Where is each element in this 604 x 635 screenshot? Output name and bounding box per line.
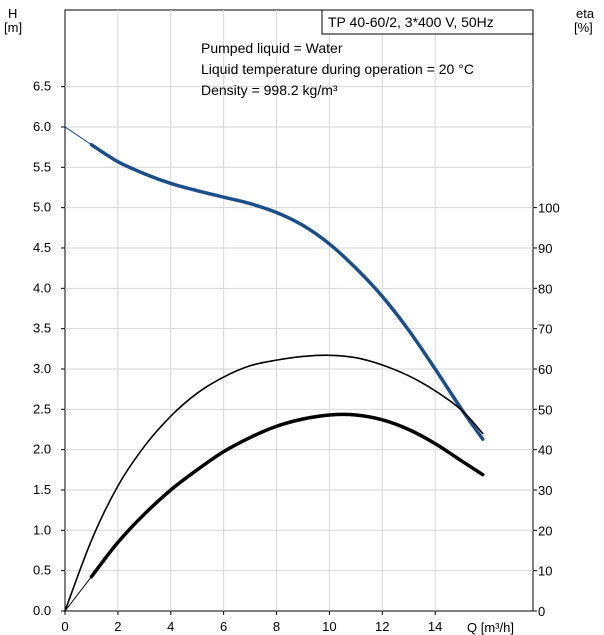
left-axis-ticks: 0.0 0.5 1.0 1.5 2.0 2.5 3.0 3.5 4.0 4.5 5.0 5.5 6.0 6… — [33, 79, 65, 618]
y-right-tick-label: 90 — [538, 241, 552, 256]
y-right-tick-label: 100 — [538, 201, 560, 216]
y-left-tick-label: 2.5 — [33, 401, 51, 416]
annotation-density: Density = 998.2 kg/m³ — [201, 82, 338, 98]
y-left-tick-label: 3.0 — [33, 361, 51, 376]
x-tick-label: 12 — [375, 619, 389, 634]
y-right-tick-label: 30 — [538, 483, 552, 498]
x-tick-label: 2 — [114, 619, 121, 634]
efficiency-curve-total — [89, 412, 485, 579]
y-right-tick-label: 0 — [538, 604, 545, 619]
x-tick-label: 0 — [61, 619, 68, 634]
y-right-title-line1: eta — [576, 6, 595, 21]
y-right-tick-label: 40 — [538, 443, 552, 458]
y-left-title-line2: [m] — [4, 20, 22, 35]
y-left-tick-label: 3.5 — [33, 321, 51, 336]
curves — [64, 126, 485, 612]
y-left-tick-label: 6.0 — [33, 119, 51, 134]
y-left-title-line1: H — [8, 6, 17, 21]
x-tick-label: 6 — [220, 619, 227, 634]
x-tick-label: 4 — [167, 619, 174, 634]
efficiency-curve-total-leadin — [64, 576, 92, 612]
x-tick-label: 10 — [322, 619, 336, 634]
y-left-tick-label: 0.0 — [33, 603, 51, 618]
y-left-tick-label: 4.5 — [33, 240, 51, 255]
x-tick-label: 8 — [273, 619, 280, 634]
efficiency-curve-pump — [64, 354, 484, 612]
y-right-tick-label: 20 — [538, 523, 552, 538]
y-left-tick-label: 6.5 — [33, 79, 51, 94]
x-axis-title: Q [m³/h] — [467, 620, 514, 635]
y-left-tick-label: 5.5 — [33, 159, 51, 174]
y-right-tick-label: 70 — [538, 322, 552, 337]
right-axis-ticks: 0 10 20 30 40 50 60 70 80 90 100 — [533, 201, 560, 619]
y-left-tick-label: 0.5 — [33, 563, 51, 578]
y-left-tick-label: 5.0 — [33, 200, 51, 215]
grid-lines — [65, 10, 533, 611]
y-right-tick-label: 80 — [538, 281, 552, 296]
y-left-tick-label: 1.5 — [33, 482, 51, 497]
y-left-tick-label: 2.0 — [33, 442, 51, 457]
y-right-tick-label: 60 — [538, 362, 552, 377]
chart-title-box — [321, 9, 534, 35]
x-axis-ticks: 0 2 4 6 8 10 12 14 — [61, 611, 442, 634]
y-right-tick-label: 10 — [538, 564, 552, 579]
annotation-liquid: Pumped liquid = Water — [201, 40, 343, 56]
y-left-tick-label: 4.0 — [33, 280, 51, 295]
head-curve-leadin — [64, 126, 92, 146]
head-curve — [89, 142, 485, 441]
x-tick-label: 14 — [428, 619, 442, 634]
annotation-temperature: Liquid temperature during operation = 20… — [201, 61, 474, 77]
plot-frame — [64, 9, 534, 612]
y-left-tick-label: 1.0 — [33, 522, 51, 537]
y-right-tick-label: 50 — [538, 402, 552, 417]
chart-title: TP 40-60/2, 3*400 V, 50Hz — [328, 14, 494, 30]
y-right-title-line2: [%] — [574, 20, 593, 35]
